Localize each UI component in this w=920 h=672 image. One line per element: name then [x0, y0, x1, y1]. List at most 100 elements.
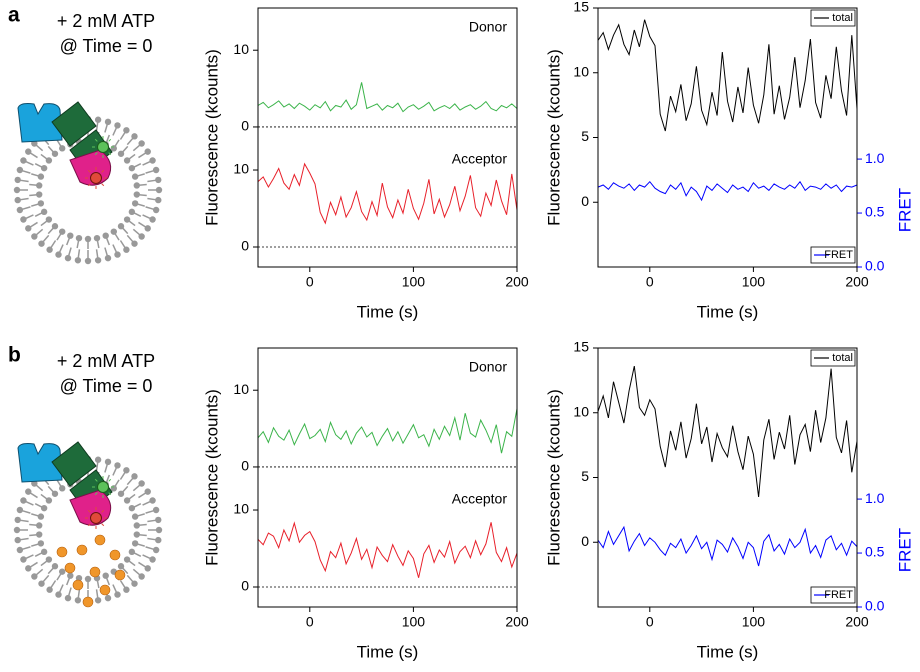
lipid-head: [131, 133, 138, 140]
lipid-head: [84, 575, 92, 583]
lipid-tail: [105, 134, 111, 143]
donor-dye: [97, 141, 109, 153]
lipid-tail: [35, 484, 44, 492]
y2-tick-label: 1.0: [865, 490, 885, 506]
lipid-head: [84, 235, 92, 243]
lipid-head: [94, 456, 102, 463]
lipid-tail: [19, 519, 29, 523]
y-tick-label: 0: [581, 533, 589, 549]
x-tick-label: 200: [505, 274, 529, 290]
lipid-head: [131, 173, 139, 180]
lipid-tail: [50, 580, 57, 589]
lipid-tail: [95, 461, 99, 471]
lipid-tail: [56, 139, 62, 148]
y-tick-label: 10: [233, 41, 249, 57]
dye-ray: [94, 492, 98, 496]
lipid-head: [40, 164, 48, 172]
dye-ray: [87, 509, 91, 513]
lipid-head: [155, 536, 162, 544]
lipid-tail: [132, 568, 141, 576]
trace-label: Acceptor: [452, 151, 508, 167]
lipid-tail: [138, 533, 147, 537]
lipid-tail: [24, 160, 34, 166]
lipid-tail: [145, 206, 155, 211]
lipid-tail: [119, 471, 126, 480]
trace: [597, 525, 858, 567]
panel-label: a: [8, 4, 20, 27]
lipid-tail: [40, 220, 48, 227]
lipid-head: [51, 563, 59, 570]
lipid-tail: [50, 240, 57, 249]
lipid-tail: [145, 509, 155, 514]
protein-tmd: [51, 441, 97, 487]
lipid-head: [104, 594, 112, 602]
lipid-tail: [105, 237, 111, 246]
lipid-tail: [29, 561, 38, 568]
lipid-head: [64, 254, 72, 262]
lipid-head: [114, 462, 121, 469]
trace-label: Acceptor: [452, 491, 508, 507]
lipid-head: [31, 233, 38, 240]
legend-label: total: [832, 352, 853, 364]
lipid-head: [37, 513, 45, 520]
x-tick-label: 200: [845, 614, 869, 630]
lipid-head: [152, 506, 160, 514]
lipid-head: [128, 504, 136, 512]
annotation: + 2 mM ATP: [57, 351, 155, 371]
lipid-head: [38, 580, 45, 587]
lipid-head: [117, 150, 125, 157]
lipid-head: [149, 556, 156, 563]
lipid-tail: [145, 169, 155, 174]
lipid-tail: [114, 479, 120, 488]
substrate-dot: [109, 549, 121, 561]
x-tick-label: 200: [845, 274, 869, 290]
lipid-head: [38, 240, 45, 247]
vesicle-illustration: [13, 101, 163, 265]
lipid-tail: [95, 121, 99, 131]
lipid-tail: [147, 519, 157, 523]
lipid-tail: [34, 212, 43, 217]
lipid-tail: [19, 197, 29, 201]
lipid-tail: [145, 546, 155, 551]
lipid-head: [40, 548, 48, 556]
substrate-dot: [89, 566, 101, 578]
lipid-head: [133, 191, 140, 198]
lipid-tail: [112, 584, 118, 594]
lipid-tail: [112, 126, 118, 136]
legend-label: FRET: [824, 249, 853, 261]
annotation: @ Time = 0: [60, 376, 153, 396]
lipid-tail: [21, 546, 31, 551]
substrate-dot: [94, 534, 106, 546]
lipid-tail: [47, 145, 55, 153]
y-tick-label: 0: [241, 238, 249, 254]
y2-tick-label: 0.0: [865, 598, 885, 614]
lipid-tail: [138, 193, 147, 197]
lipid-head: [131, 473, 138, 480]
lipid-head: [123, 497, 131, 504]
trace-label: Donor: [469, 359, 507, 375]
lipid-head: [155, 526, 163, 534]
dye-ray: [94, 478, 98, 482]
lipid-head: [14, 536, 21, 544]
lipid-tail: [40, 560, 48, 567]
lipid-tail: [138, 523, 147, 527]
lipid-head: [74, 597, 82, 604]
lipid-head: [133, 182, 140, 189]
annotation: @ Time = 0: [60, 36, 153, 56]
lipid-tail: [133, 212, 142, 217]
lipid-tail: [147, 537, 157, 541]
trace: [597, 180, 858, 202]
lipid-tail: [47, 227, 55, 235]
lipid-head: [144, 565, 151, 572]
substrate-dot: [82, 596, 94, 608]
dye-ray: [101, 183, 105, 187]
lipid-tail: [121, 145, 129, 153]
lipid-tail: [136, 543, 145, 547]
lipid-head: [133, 531, 140, 538]
y-tick-label: 0: [581, 193, 589, 209]
lipid-tail: [19, 179, 29, 183]
lipid-tail: [56, 572, 62, 581]
lipid-head: [59, 485, 66, 492]
lipid-tail: [132, 144, 141, 152]
